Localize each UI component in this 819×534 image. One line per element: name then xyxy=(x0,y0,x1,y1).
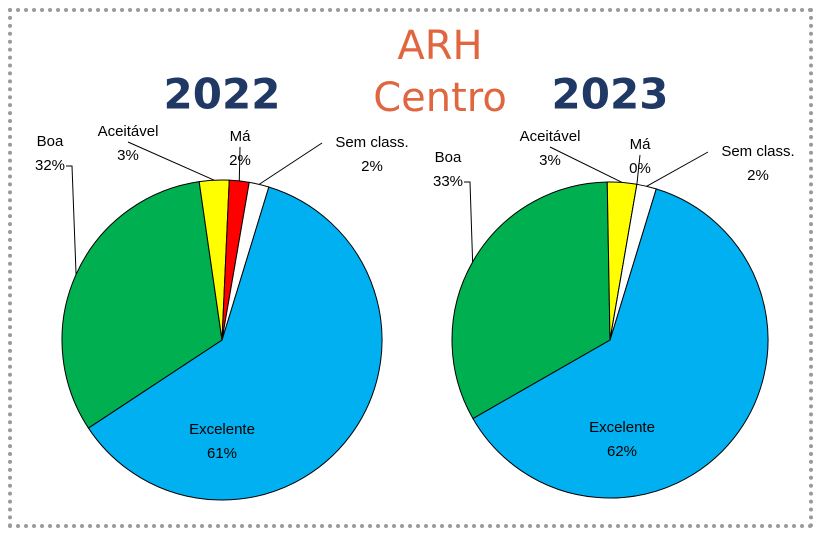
slice-label: Sem class. xyxy=(335,134,408,151)
leader-line xyxy=(646,151,709,187)
slice-value: 3% xyxy=(539,152,561,169)
slice-value: 0% xyxy=(629,160,651,177)
slice-value: 33% xyxy=(433,173,463,190)
slice-label: Sem class. xyxy=(721,143,794,160)
leader-line xyxy=(127,141,215,181)
pie-slice xyxy=(61,181,223,429)
frame xyxy=(8,8,813,528)
chart-title: 2023 xyxy=(552,70,669,119)
slice-label: Excelente xyxy=(189,421,255,438)
slice-value: 61% xyxy=(207,445,237,462)
slice-label: Aceitável xyxy=(98,123,159,140)
pie-slice xyxy=(87,186,383,501)
leader-line xyxy=(464,181,474,262)
leader-line xyxy=(238,146,241,181)
pie-slice xyxy=(451,181,611,420)
slice-label: Boa xyxy=(435,149,462,166)
pie-slice xyxy=(609,183,657,341)
slice-label: Má xyxy=(630,136,651,153)
slice-value: 62% xyxy=(607,443,637,460)
leader-line xyxy=(66,165,77,275)
chart-title: 2022 xyxy=(164,70,281,119)
slice-label: Boa xyxy=(37,133,64,150)
slice-label: Aceitável xyxy=(520,128,581,145)
main-title: ARH Centro xyxy=(373,23,507,121)
slice-value: 32% xyxy=(35,157,65,174)
slice-label: Excelente xyxy=(589,419,655,436)
slice-value: 2% xyxy=(361,158,383,175)
slice-value: 2% xyxy=(747,167,769,184)
leader-line xyxy=(549,146,623,183)
slice-label: Má xyxy=(230,128,251,145)
pie-slice xyxy=(472,188,769,499)
slice-value: 3% xyxy=(117,147,139,164)
leader-line xyxy=(636,154,641,185)
leader-line xyxy=(258,142,323,185)
pie-slice xyxy=(221,181,270,341)
